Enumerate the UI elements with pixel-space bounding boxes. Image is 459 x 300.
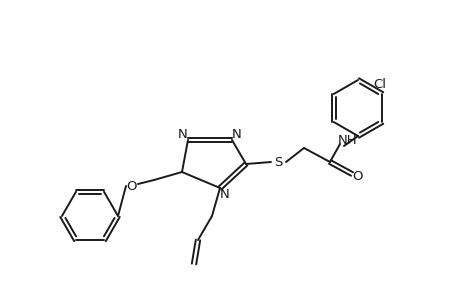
Text: O: O bbox=[352, 170, 363, 184]
Text: N: N bbox=[178, 128, 187, 142]
Text: Cl: Cl bbox=[373, 77, 386, 91]
Text: O: O bbox=[127, 179, 137, 193]
Text: N: N bbox=[220, 188, 230, 202]
Text: S: S bbox=[273, 155, 281, 169]
Text: NH: NH bbox=[337, 134, 357, 146]
Text: N: N bbox=[232, 128, 241, 142]
